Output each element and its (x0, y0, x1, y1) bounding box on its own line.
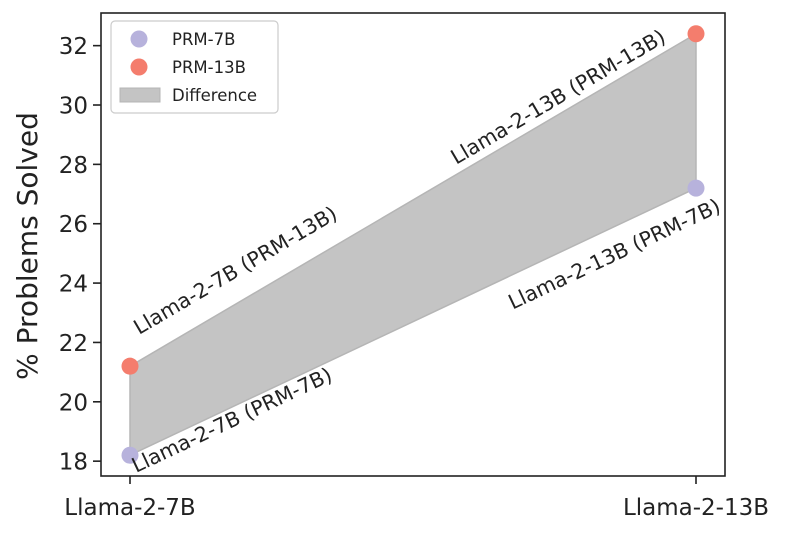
x-tick-label: Llama-2-7B (64, 495, 195, 521)
plot-frame (100, 12, 726, 477)
axes-layer: 18 20 22 24 26 28 30 32 Llama-2-7B Llama-2-13B (59, 34, 769, 521)
legend-marker (130, 58, 148, 76)
legend-label: Difference (172, 86, 257, 105)
y-axis-label: % Problems Solved (11, 112, 44, 380)
data-point-prm-13b (121, 357, 139, 375)
y-tick-label: 26 (59, 212, 88, 238)
x-tick-label: Llama-2-13B (623, 495, 769, 521)
data-point-prm-7b (687, 179, 705, 197)
data-point-prm-7b (121, 446, 139, 464)
y-tick-label: 28 (59, 153, 88, 179)
legend-patch (119, 87, 161, 103)
legend-label: PRM-13B (172, 58, 246, 77)
data-point-prm-13b (687, 25, 705, 43)
legend-marker (130, 30, 148, 48)
y-tick-label: 24 (59, 272, 88, 298)
marks-layer (121, 25, 705, 464)
y-tick-label: 32 (59, 34, 88, 60)
y-tick-label: 20 (59, 390, 88, 416)
legend: PRM-7B PRM-13B Difference (110, 20, 279, 114)
y-tick-label: 30 (59, 94, 88, 120)
y-tick-label: 22 (59, 331, 88, 357)
legend-label: PRM-7B (172, 30, 235, 49)
y-tick-label: 18 (59, 450, 88, 476)
